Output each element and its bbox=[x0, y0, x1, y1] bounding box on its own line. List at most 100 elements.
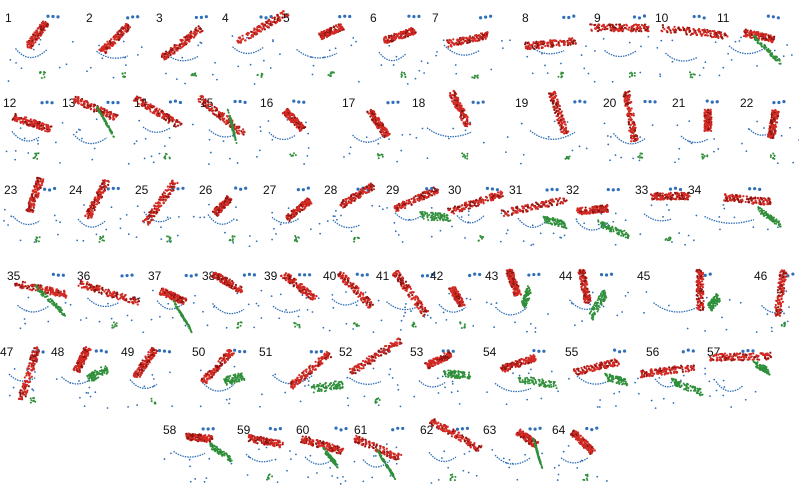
blue-dot bbox=[571, 149, 574, 152]
red-point bbox=[93, 108, 96, 111]
red-point bbox=[632, 112, 635, 115]
red-point bbox=[145, 101, 148, 104]
green-point bbox=[108, 129, 111, 132]
green-point bbox=[167, 235, 170, 238]
green-point bbox=[330, 71, 333, 74]
red-point bbox=[452, 102, 455, 105]
red-point bbox=[74, 95, 77, 99]
blue-dot bbox=[235, 219, 238, 221]
red-point bbox=[198, 26, 202, 30]
red-point bbox=[31, 192, 34, 195]
green-point bbox=[101, 115, 104, 118]
red-point bbox=[39, 25, 43, 28]
green-point bbox=[295, 238, 298, 241]
red-point bbox=[759, 33, 762, 37]
red-point bbox=[341, 27, 345, 30]
red-point bbox=[661, 26, 665, 29]
pose-panel: 14 bbox=[132, 93, 194, 168]
red-point bbox=[636, 138, 639, 141]
red-point bbox=[552, 105, 555, 108]
red-point bbox=[109, 41, 112, 44]
blue-dot bbox=[357, 80, 360, 83]
green-point bbox=[231, 123, 234, 126]
red-point bbox=[273, 16, 276, 19]
red-point bbox=[287, 14, 290, 17]
green-point bbox=[630, 71, 633, 74]
red-point bbox=[534, 42, 537, 45]
red-point bbox=[151, 214, 154, 218]
red-point bbox=[12, 117, 15, 120]
red-point bbox=[167, 115, 170, 118]
red-point bbox=[202, 101, 205, 104]
blue-dot bbox=[763, 127, 765, 129]
red-point bbox=[630, 140, 633, 143]
red-point bbox=[114, 113, 117, 116]
blue-dot bbox=[14, 150, 17, 152]
red-point bbox=[372, 113, 376, 116]
red-point bbox=[236, 39, 240, 42]
red-point bbox=[380, 122, 383, 125]
red-point bbox=[35, 31, 39, 34]
red-point bbox=[43, 127, 46, 130]
red-point bbox=[571, 42, 575, 45]
blue-trail bbox=[394, 212, 423, 221]
blue-dot bbox=[124, 64, 127, 67]
red-point bbox=[73, 101, 77, 104]
red-point bbox=[549, 39, 552, 42]
red-point bbox=[108, 117, 111, 121]
red-point bbox=[471, 40, 475, 43]
red-point bbox=[338, 27, 342, 30]
red-point bbox=[632, 127, 635, 130]
red-point bbox=[213, 212, 217, 215]
red-point bbox=[36, 179, 40, 182]
point-cloud bbox=[386, 186, 452, 243]
panel-number: 25 bbox=[135, 183, 149, 197]
red-point bbox=[749, 36, 752, 39]
blue-dot bbox=[792, 161, 795, 164]
red-point bbox=[665, 29, 668, 33]
red-point bbox=[347, 201, 350, 204]
red-point bbox=[164, 189, 167, 192]
red-point bbox=[40, 184, 43, 187]
panel-number: 27 bbox=[263, 183, 277, 197]
red-point bbox=[168, 192, 171, 195]
red-point bbox=[624, 93, 627, 96]
red-point bbox=[35, 186, 38, 189]
red-point bbox=[557, 121, 560, 125]
blue-dot bbox=[224, 231, 226, 234]
blue-dot bbox=[730, 58, 733, 61]
blue-trail bbox=[143, 211, 172, 223]
green-point bbox=[168, 156, 171, 159]
blue-dot bbox=[150, 155, 153, 158]
blue-marker bbox=[705, 99, 709, 103]
pose-panel: 6 bbox=[370, 8, 430, 88]
red-point bbox=[744, 35, 747, 38]
blue-dot bbox=[776, 162, 779, 165]
red-point bbox=[632, 139, 635, 143]
red-point bbox=[384, 35, 387, 39]
green-point bbox=[42, 73, 45, 76]
red-point bbox=[457, 98, 460, 101]
blue-dot bbox=[585, 147, 588, 150]
red-point bbox=[769, 130, 772, 133]
blue-dot bbox=[718, 74, 721, 77]
red-point bbox=[668, 28, 671, 31]
blue-dot bbox=[125, 213, 128, 216]
red-point bbox=[28, 46, 32, 49]
blue-dot bbox=[741, 142, 743, 145]
blue-dot bbox=[603, 122, 606, 125]
green-point bbox=[169, 237, 172, 240]
red-point bbox=[559, 128, 562, 131]
red-point bbox=[372, 188, 376, 191]
red-point bbox=[562, 117, 565, 120]
blue-marker bbox=[48, 188, 52, 192]
red-point bbox=[35, 190, 38, 194]
red-point bbox=[426, 196, 429, 199]
red-point bbox=[308, 199, 311, 202]
red-point bbox=[709, 108, 712, 111]
red-point bbox=[233, 123, 236, 126]
red-point bbox=[624, 96, 627, 100]
red-point bbox=[688, 28, 691, 31]
red-point bbox=[372, 116, 375, 119]
red-point bbox=[557, 44, 561, 47]
